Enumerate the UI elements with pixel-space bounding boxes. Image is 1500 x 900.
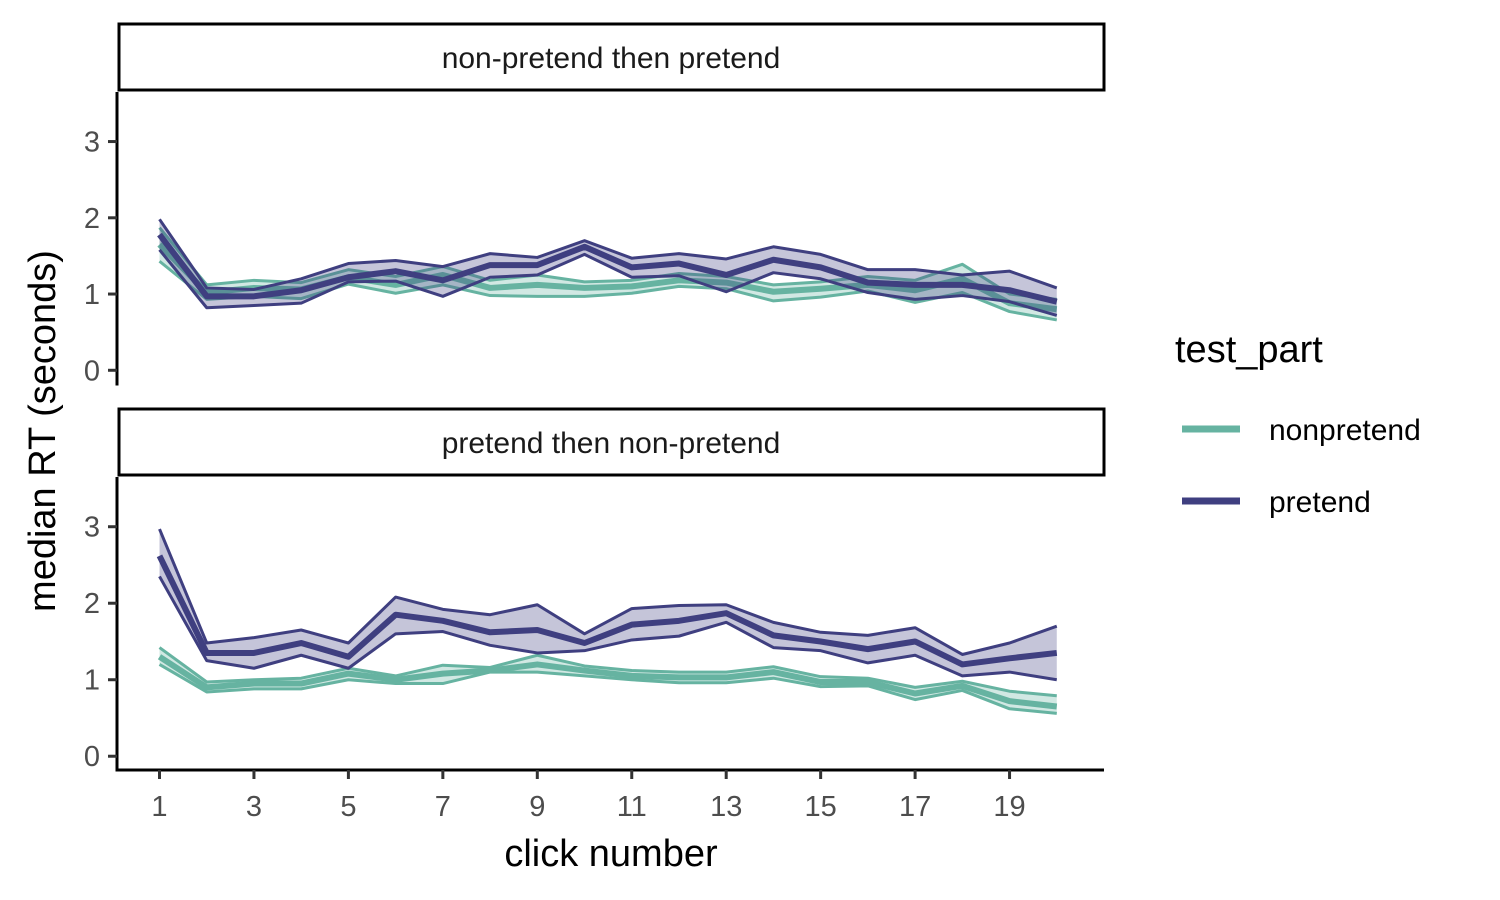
legend: test_part nonpretend pretend bbox=[1175, 329, 1421, 519]
legend-label: pretend bbox=[1269, 486, 1371, 519]
upper-bound-line bbox=[158, 218, 1058, 291]
y-tick-label: 2 bbox=[84, 203, 100, 235]
x-tick-label: 19 bbox=[993, 791, 1025, 823]
facet-strip bbox=[117, 22, 1106, 92]
legend-label: nonpretend bbox=[1269, 414, 1421, 447]
y-tick-label: 2 bbox=[84, 588, 100, 620]
series-pretend bbox=[156, 528, 1058, 682]
x-tick-label: 7 bbox=[435, 791, 451, 823]
lower-bound-line bbox=[158, 248, 1058, 317]
legend-entry-pretend: pretend bbox=[1182, 486, 1371, 519]
x-tick-label: 13 bbox=[710, 791, 742, 823]
lower-bound-line bbox=[158, 260, 1058, 322]
x-tick-label: 11 bbox=[617, 791, 647, 823]
facet-strip-label: non-pretend then pretend bbox=[442, 42, 781, 75]
upper-bound-line bbox=[158, 226, 1057, 301]
series-pretend bbox=[157, 218, 1058, 317]
y-tick-label: 0 bbox=[84, 741, 100, 773]
facet-strip bbox=[117, 407, 1106, 477]
confidence-band bbox=[159, 227, 1057, 320]
y-axis-title: median RT (seconds) bbox=[22, 250, 64, 612]
y-tick-label: 1 bbox=[84, 665, 100, 697]
x-tick-label: 1 bbox=[151, 791, 167, 823]
facet-strip-label: pretend then non-pretend bbox=[442, 427, 781, 460]
facet-panels: non-pretend then pretend 0 1 2 3 pretend then… bbox=[84, 22, 1106, 823]
series-nonpretend bbox=[157, 646, 1058, 715]
mean-line bbox=[156, 554, 1058, 668]
facet-panel-1: non-pretend then pretend 0 1 2 3 bbox=[84, 22, 1106, 387]
x-tick-label: 5 bbox=[340, 791, 356, 823]
upper-bound-line bbox=[158, 528, 1058, 656]
x-tick-label: 9 bbox=[529, 791, 545, 823]
y-tick-label: 0 bbox=[84, 355, 100, 387]
legend-entry-nonpretend: nonpretend bbox=[1182, 414, 1421, 447]
lower-bound-line bbox=[158, 575, 1058, 682]
x-tick-label: 3 bbox=[246, 791, 262, 823]
lower-bound-line bbox=[158, 663, 1057, 715]
y-tick-label: 1 bbox=[84, 279, 100, 311]
legend-title: test_part bbox=[1175, 329, 1323, 371]
mean-line bbox=[157, 654, 1058, 710]
upper-bound-line bbox=[158, 646, 1057, 698]
x-tick-label: 17 bbox=[899, 791, 931, 823]
x-tick-label: 15 bbox=[805, 791, 837, 823]
y-tick-label: 3 bbox=[84, 127, 100, 159]
mean-line bbox=[157, 232, 1058, 305]
y-tick-label: 3 bbox=[84, 512, 100, 544]
x-axis-title: click number bbox=[504, 833, 718, 875]
